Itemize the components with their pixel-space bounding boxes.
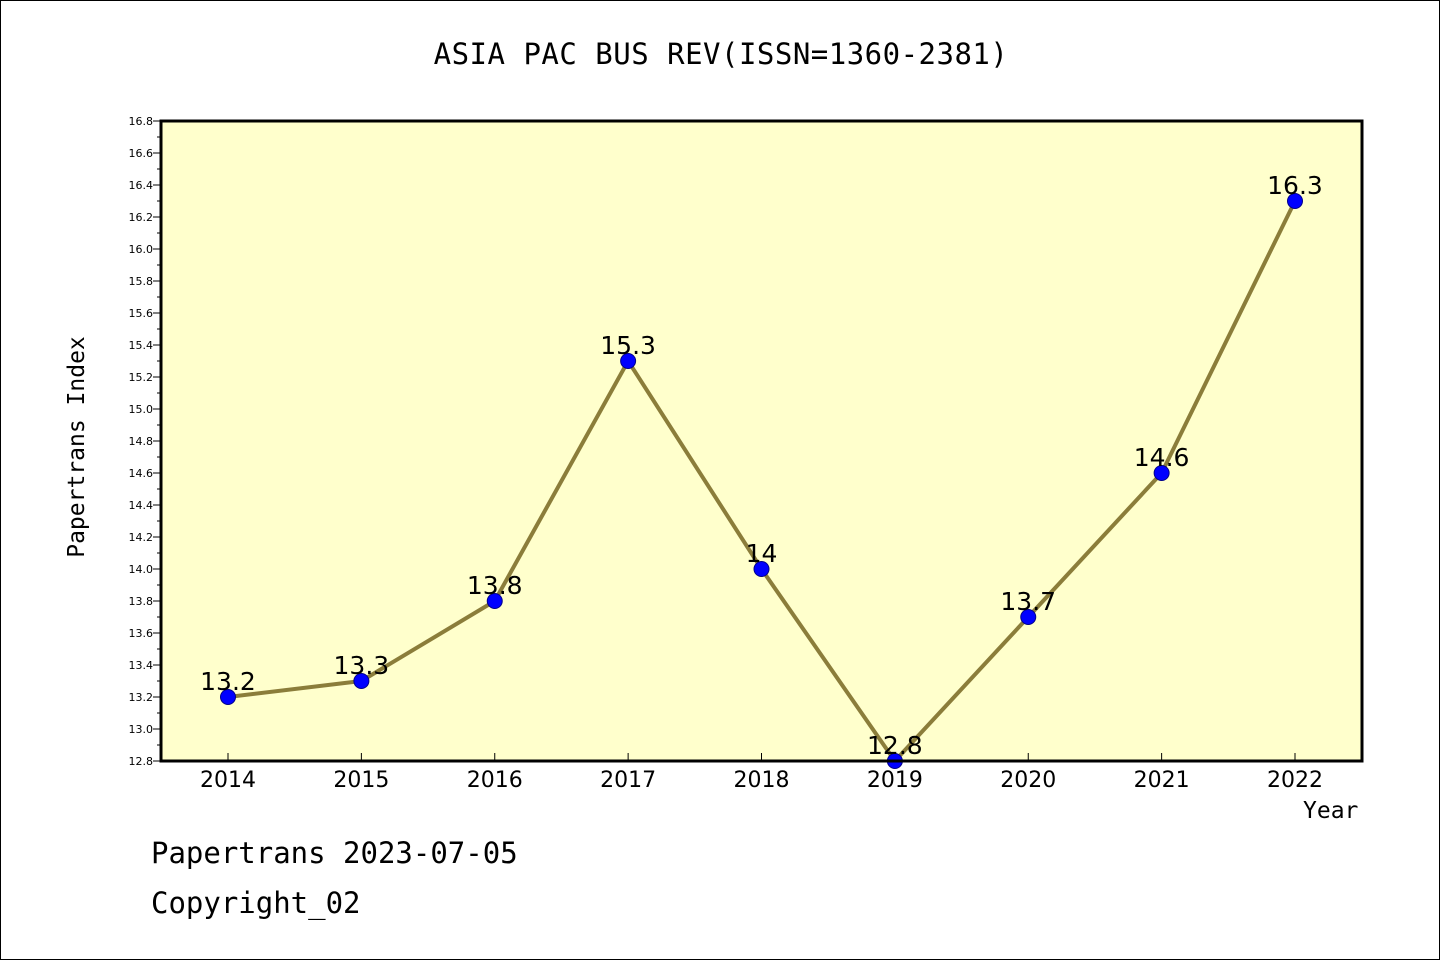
data-point xyxy=(1287,193,1303,209)
data-point xyxy=(620,353,637,369)
y-tick-label: 14.4 xyxy=(129,499,154,512)
y-tick-label: 15.6 xyxy=(129,307,154,320)
data-label: 15.3 xyxy=(600,331,656,360)
data-point xyxy=(1153,465,1170,481)
data-point xyxy=(353,673,370,689)
y-tick-label: 14.2 xyxy=(129,531,154,544)
y-tick-label: 16.0 xyxy=(129,243,154,256)
data-label: 12.8 xyxy=(867,731,923,760)
data-label: 13.3 xyxy=(334,651,390,680)
plot-border xyxy=(159,119,1364,763)
x-tick-label: 2014 xyxy=(200,768,256,793)
footer-copyright: Copyright_02 xyxy=(151,886,361,920)
x-tick-label: 2017 xyxy=(600,768,656,793)
series-layer: 13.2 13.3 13.8 15.3 14 12.8 13.7 14.6 16.3 xyxy=(200,171,1323,769)
y-axis: 12.8 13.0 13.2 13.4 13.6 13.8 14.0 14.2 14.4 14.6… xyxy=(129,115,161,768)
data-point xyxy=(486,593,503,609)
x-tick-label: 2020 xyxy=(1000,768,1056,793)
x-axis: 2014 2015 2016 2017 2018 2019 2020 2021 2022 xyxy=(200,753,1323,793)
data-label: 14 xyxy=(746,539,778,568)
x-tick-label: 2016 xyxy=(467,768,523,793)
x-tick-label: 2019 xyxy=(867,768,923,793)
data-label: 13.8 xyxy=(467,571,523,600)
y-tick-label: 13.2 xyxy=(129,691,154,704)
y-tick-label: 14.0 xyxy=(129,563,154,576)
data-label: 16.3 xyxy=(1267,171,1323,200)
y-tick-label: 12.8 xyxy=(129,755,154,768)
data-label: 13.2 xyxy=(200,667,256,696)
data-label: 13.7 xyxy=(1000,587,1056,616)
x-tick-label: 2015 xyxy=(333,768,389,793)
y-tick-label: 16.6 xyxy=(129,147,154,160)
x-axis-label: Year xyxy=(1303,798,1359,824)
footer-date-line: Papertrans 2023-07-05 xyxy=(151,836,518,870)
y-tick-label: 15.2 xyxy=(129,371,154,384)
y-tick-label: 13.4 xyxy=(129,659,154,672)
data-label: 14.6 xyxy=(1134,443,1190,472)
y-tick-label: 16.4 xyxy=(129,179,154,192)
chart-title: ASIA PAC BUS REV(ISSN=1360-2381) xyxy=(433,37,1009,71)
x-tick-label: 2018 xyxy=(734,768,790,793)
plot-area xyxy=(161,121,1362,761)
y-tick-label: 13.8 xyxy=(129,595,154,608)
y-tick-label: 14.8 xyxy=(129,435,154,448)
y-tick-label: 13.6 xyxy=(129,627,154,640)
x-tick-label: 2021 xyxy=(1134,768,1190,793)
y-tick-label: 13.0 xyxy=(129,723,154,736)
data-point xyxy=(220,689,236,705)
y-tick-label: 15.4 xyxy=(129,339,154,352)
y-tick-label: 15.8 xyxy=(129,275,154,288)
y-axis-label: Papertrans Index xyxy=(64,336,90,558)
y-tick-label: 15.0 xyxy=(129,403,154,416)
y-tick-label: 16.2 xyxy=(129,211,154,224)
data-point xyxy=(1020,609,1037,625)
y-tick-label: 14.6 xyxy=(129,467,154,480)
y-tick-label: 16.8 xyxy=(129,115,154,128)
data-point xyxy=(753,561,770,577)
x-tick-label: 2022 xyxy=(1267,768,1323,793)
